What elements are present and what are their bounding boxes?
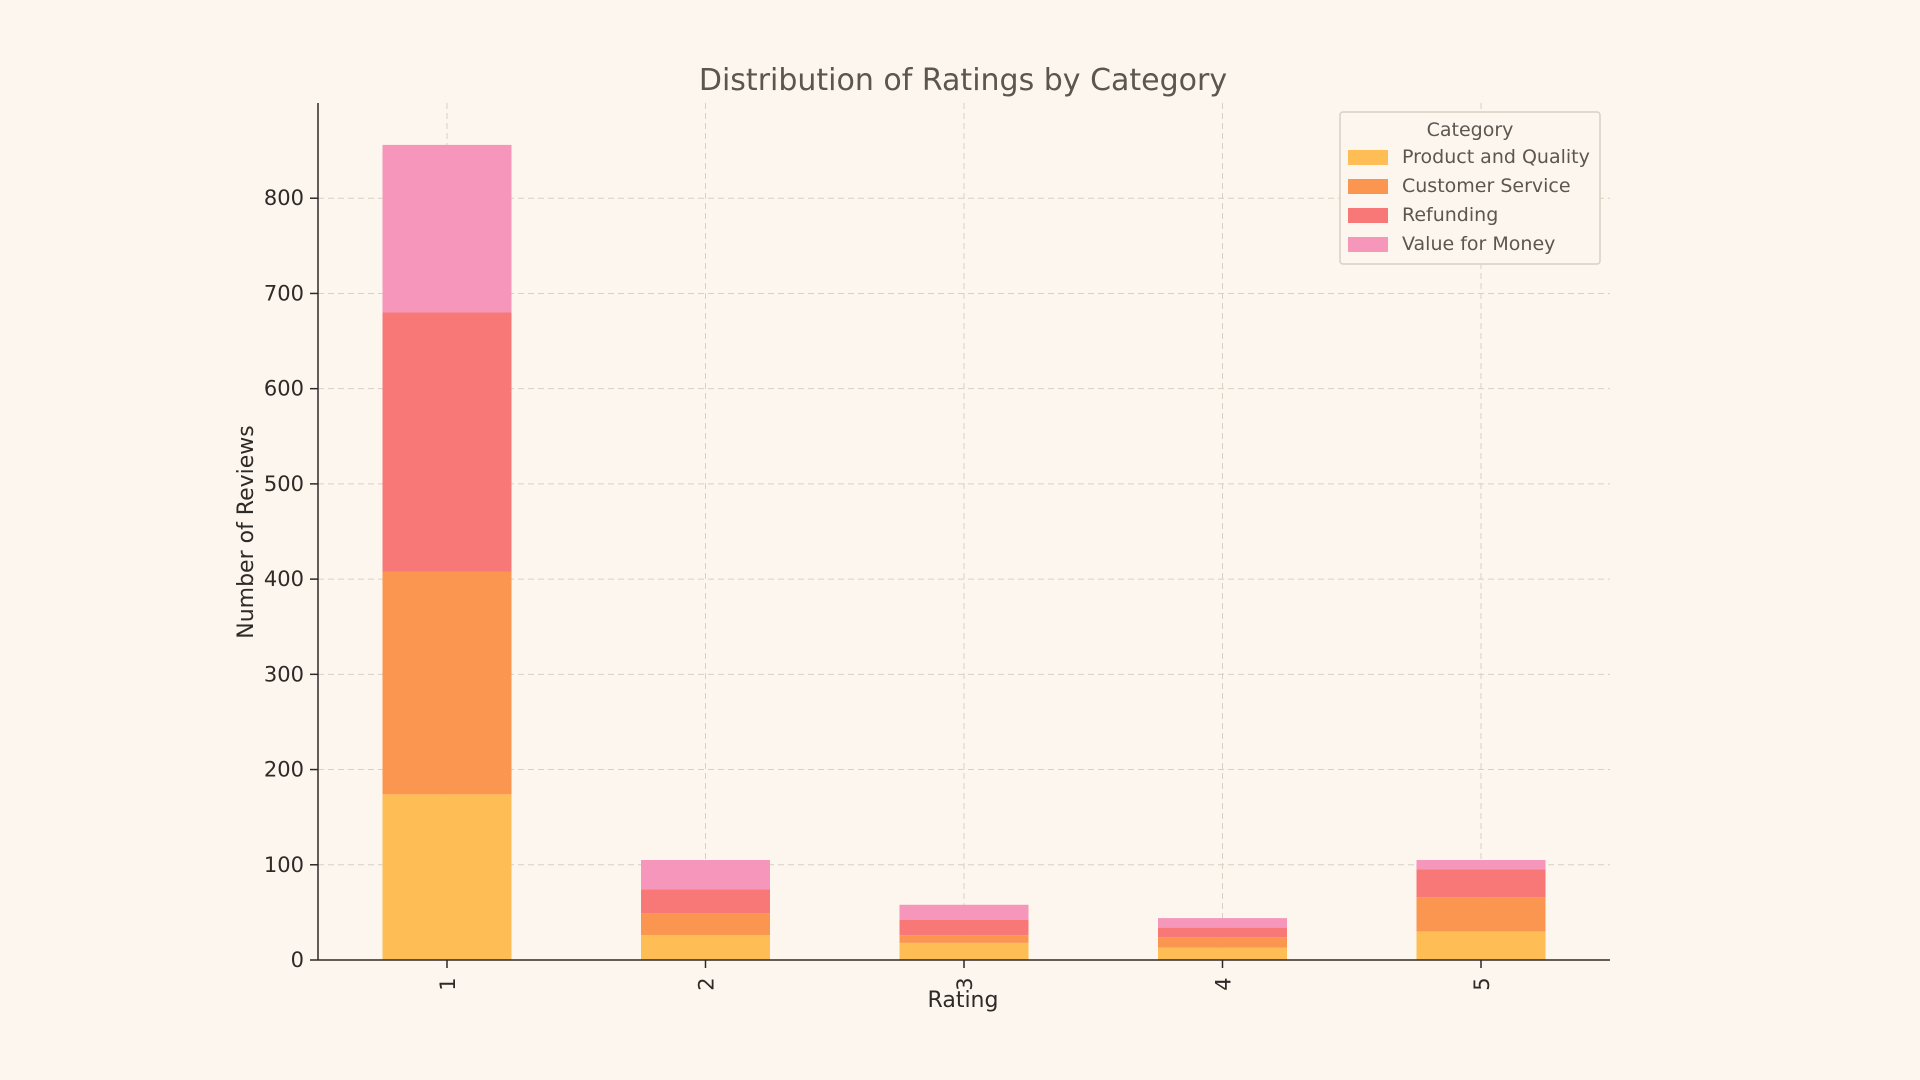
x-axis-label: Rating bbox=[928, 988, 999, 1013]
bars bbox=[382, 144, 1546, 960]
chart-title: Distribution of Ratings by Category bbox=[699, 63, 1227, 98]
legend-label-2: Refunding bbox=[1402, 204, 1498, 226]
legend-title: Category bbox=[1427, 119, 1514, 141]
legend-label-3: Value for Money bbox=[1402, 233, 1555, 255]
y-tick-label: 600 bbox=[264, 377, 304, 401]
bar-rating-5-series-3 bbox=[1416, 860, 1546, 870]
legend-box bbox=[1339, 111, 1601, 265]
y-tick-label: 700 bbox=[264, 281, 304, 305]
legend-label-1: Customer Service bbox=[1402, 175, 1571, 197]
legend-label-0: Product and Quality bbox=[1402, 146, 1590, 168]
bar-rating-2-series-3 bbox=[641, 860, 770, 890]
bar-rating-1-series-3 bbox=[382, 144, 512, 313]
bar-rating-3-series-3 bbox=[899, 904, 1029, 921]
bar-rating-4-series-1 bbox=[1158, 937, 1287, 948]
y-axis-label: Number of Reviews bbox=[234, 425, 259, 639]
bar-rating-4-series-0 bbox=[1158, 947, 1287, 960]
x-tick-label: 5 bbox=[1470, 977, 1494, 990]
legend-swatch-1 bbox=[1348, 179, 1388, 194]
bar-rating-1-series-2 bbox=[382, 312, 512, 572]
x-tick-label: 2 bbox=[695, 977, 719, 990]
bar-rating-5-series-1 bbox=[1416, 897, 1546, 932]
bar-rating-2-series-2 bbox=[641, 889, 770, 914]
x-tick-label: 1 bbox=[436, 977, 460, 990]
legend-swatch-2 bbox=[1348, 208, 1388, 223]
y-tick-label: 0 bbox=[291, 948, 304, 972]
bar-rating-1-series-0 bbox=[382, 794, 512, 960]
bar-rating-4-series-2 bbox=[1158, 927, 1287, 938]
bar-rating-3-series-0 bbox=[899, 942, 1029, 960]
y-tick-label: 400 bbox=[264, 567, 304, 591]
bar-rating-3-series-2 bbox=[899, 920, 1029, 936]
bar-rating-2-series-0 bbox=[641, 935, 770, 960]
axes: 0 100 200 300 400 500 600 700 800 1 2 3 4 5 bbox=[264, 103, 1610, 991]
bar-rating-3-series-1 bbox=[899, 935, 1029, 943]
y-tick-label: 300 bbox=[264, 662, 304, 686]
y-tick-label: 200 bbox=[264, 758, 304, 782]
bar-rating-4-series-3 bbox=[1158, 918, 1287, 928]
legend-swatch-0 bbox=[1348, 150, 1388, 165]
x-tick-label: 3 bbox=[953, 977, 977, 990]
bar-rating-1-series-1 bbox=[382, 571, 512, 795]
y-tick-label: 800 bbox=[264, 186, 304, 210]
y-tick-label: 500 bbox=[264, 472, 304, 496]
legend-swatch-3 bbox=[1348, 237, 1388, 252]
y-tick-label: 100 bbox=[264, 853, 304, 877]
bar-rating-5-series-0 bbox=[1416, 931, 1546, 960]
bar-rating-2-series-1 bbox=[641, 913, 770, 936]
bar-rating-5-series-2 bbox=[1416, 869, 1546, 898]
x-tick-label: 4 bbox=[1212, 977, 1236, 990]
legend: Category Product and Quality Customer Serv… bbox=[1339, 111, 1601, 265]
